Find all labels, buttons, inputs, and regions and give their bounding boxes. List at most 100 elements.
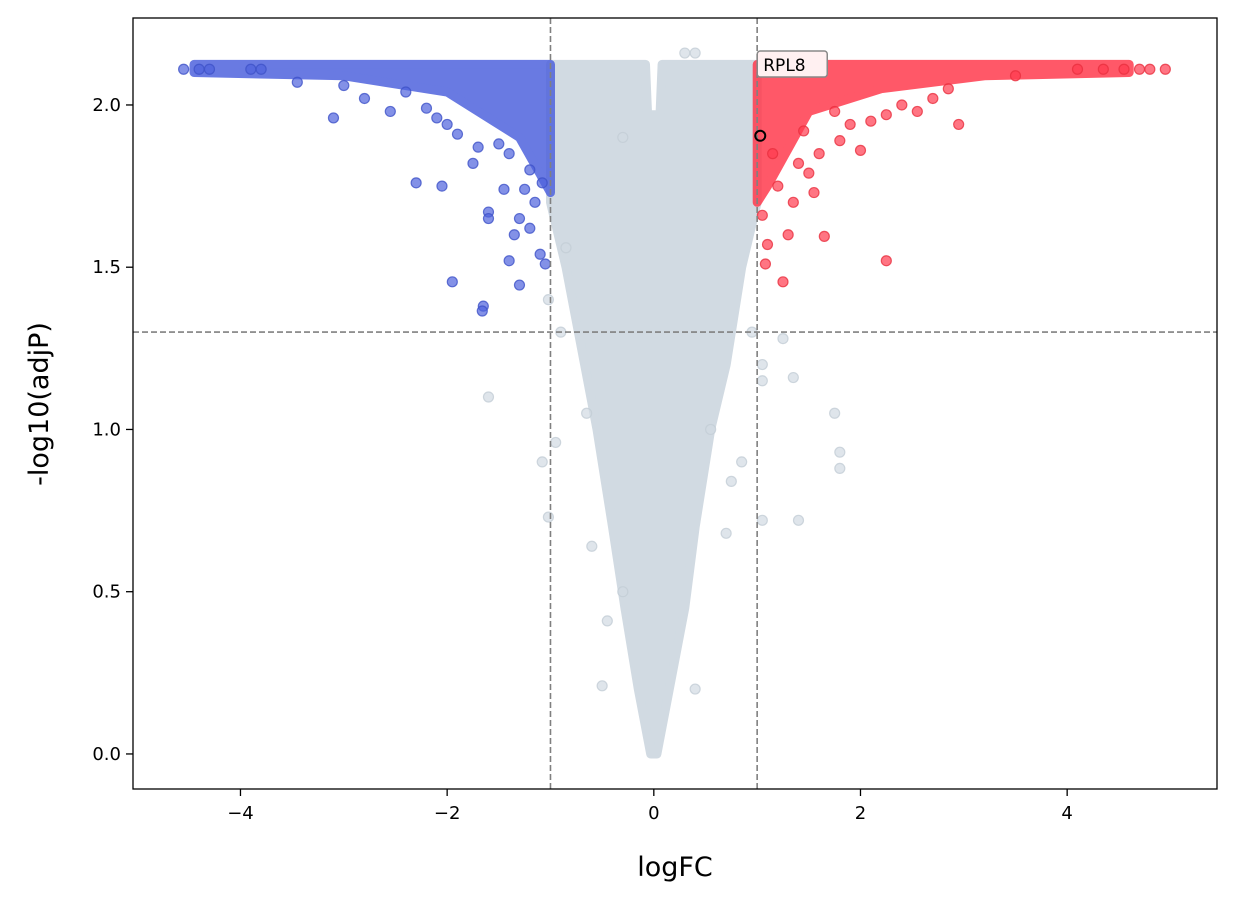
point-up (818, 230, 830, 242)
point-down (193, 63, 205, 75)
point-down (513, 212, 526, 225)
point-ns (756, 514, 768, 526)
y-tick-label: 2.0 (92, 95, 121, 116)
point-down (358, 92, 371, 105)
point-ns (482, 391, 495, 403)
x-tick-label: 2 (855, 803, 866, 824)
point-up (911, 105, 923, 118)
point-down (255, 63, 267, 75)
data-layer (178, 47, 1171, 759)
point-ns (596, 680, 608, 692)
point-up (854, 144, 867, 156)
point-ns (617, 586, 629, 598)
point-up (834, 135, 846, 147)
point-down (498, 183, 510, 195)
point-up (880, 109, 892, 121)
y-tick-label: 0.5 (92, 582, 121, 603)
point-down (441, 118, 453, 131)
point-up (772, 180, 784, 192)
point-ns (586, 540, 598, 552)
point-down (245, 63, 257, 75)
point-up (782, 229, 794, 241)
point-down (476, 305, 488, 317)
point-ns (834, 446, 846, 458)
point-ns (601, 615, 613, 627)
dense-region-ns (546, 59, 762, 759)
point-ns (679, 47, 691, 59)
x-tick-label: 0 (648, 803, 659, 824)
point-down (291, 76, 303, 88)
point-up (953, 118, 965, 131)
point-down (503, 148, 515, 160)
point-down (472, 141, 484, 153)
point-up (927, 92, 939, 105)
point-down (503, 255, 515, 267)
point-up (942, 83, 954, 95)
y-tick-label: 0.0 (92, 744, 121, 765)
x-tick-label: −2 (434, 803, 461, 824)
point-ns (581, 407, 593, 419)
point-up (761, 238, 774, 251)
point-ns (792, 514, 805, 526)
point-down (529, 196, 541, 208)
point-down (203, 63, 216, 75)
point-up (756, 209, 768, 221)
point-down (420, 102, 433, 114)
point-down (467, 157, 479, 169)
point-ns (777, 333, 789, 345)
point-down (534, 248, 546, 260)
point-down (384, 105, 396, 118)
point-down (536, 177, 548, 189)
x-axis-label: logFC (637, 852, 713, 883)
axes-frame (132, 17, 1218, 790)
dense-region-down (189, 59, 555, 198)
point-down (508, 229, 520, 241)
point-ns (617, 131, 629, 144)
point-ns (705, 423, 717, 436)
point-up (896, 99, 908, 111)
point-up (1159, 63, 1171, 75)
point-down (513, 279, 526, 291)
x-tick-label: −4 (227, 803, 254, 824)
point-ns (756, 358, 768, 371)
annotation-box (756, 50, 829, 78)
x-tick-label: 4 (1061, 803, 1072, 824)
point-up (813, 148, 825, 160)
dense-region-up (752, 59, 1134, 207)
point-up (803, 167, 815, 179)
point-down (338, 79, 350, 92)
ticks: −4 −2 0 2 4 0.0 0.5 1.0 1.5 2.0 (92, 95, 1073, 824)
point-up (792, 157, 805, 169)
point-ns (834, 462, 846, 474)
point-up (844, 118, 856, 131)
point-up (1133, 63, 1146, 75)
point-down (519, 183, 531, 195)
point-down (482, 212, 495, 225)
point-ns (725, 475, 737, 487)
point-down (451, 128, 464, 140)
point-up (767, 148, 779, 160)
point-ns (536, 456, 548, 468)
point-up (880, 255, 892, 267)
plot-area: RPL8 (133, 18, 1217, 789)
point-up (798, 125, 810, 137)
point-down (431, 112, 443, 124)
annotation-label: RPL8 (763, 56, 805, 76)
point-ns (829, 407, 841, 419)
point-down (539, 258, 551, 270)
point-down (400, 86, 412, 98)
point-down (493, 138, 505, 150)
point-up (865, 115, 877, 127)
point-ns (689, 683, 701, 695)
point-up (1097, 63, 1109, 75)
point-up (1009, 70, 1022, 82)
point-down (524, 164, 536, 176)
point-up (1071, 63, 1084, 75)
point-up (777, 276, 789, 288)
point-down (410, 177, 422, 189)
point-down (524, 222, 536, 234)
point-down (327, 112, 340, 124)
point-ns (756, 375, 768, 387)
point-up (759, 258, 772, 270)
